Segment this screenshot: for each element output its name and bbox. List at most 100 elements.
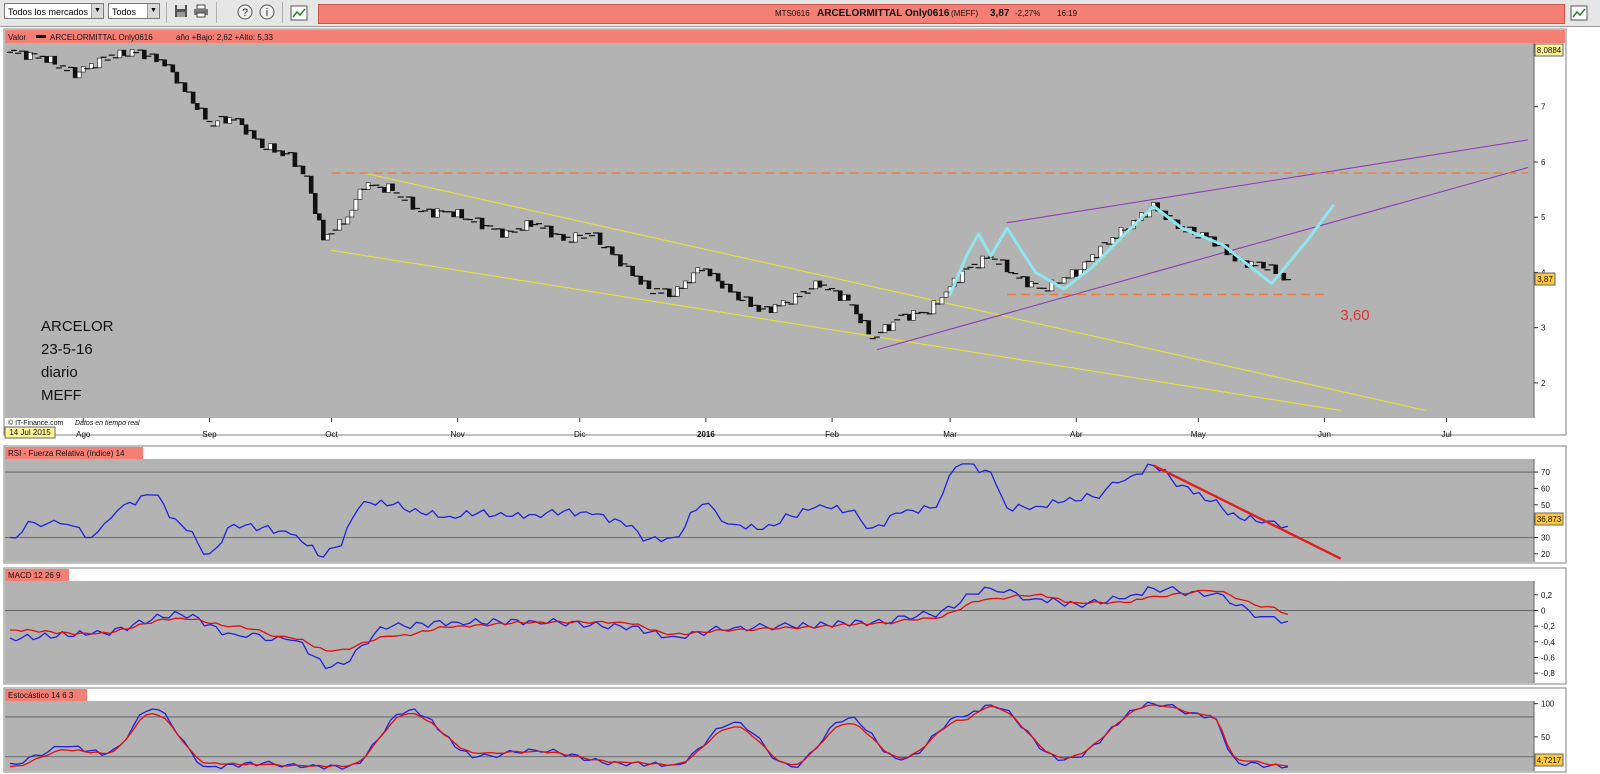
price-candle	[203, 107, 208, 120]
price-candle	[736, 291, 741, 301]
price-y-tick-label: 3	[1541, 324, 1546, 333]
y-tick-label: -0,6	[1541, 653, 1555, 662]
price-candle	[52, 55, 58, 65]
price-candle	[170, 64, 176, 73]
filter-select[interactable]: Todos ▼	[108, 3, 160, 19]
price-candle	[866, 320, 872, 335]
price-candle	[268, 143, 273, 150]
price-candle	[215, 120, 220, 127]
price-candle	[1082, 261, 1087, 270]
price-candle	[683, 280, 688, 289]
stoch-series	[9, 701, 1289, 770]
price-candle	[573, 232, 578, 243]
date-tick-label: Sep	[202, 430, 217, 439]
date-tick-label: Jul	[1441, 430, 1451, 439]
stoch-plot-area	[5, 701, 1534, 771]
toolbar-divider	[166, 2, 167, 23]
ticker-change: -2,27%	[1015, 9, 1041, 18]
price-candle	[325, 234, 330, 241]
y-tick-label: -0,2	[1541, 622, 1555, 631]
price-candle	[748, 296, 753, 307]
chart-window-icon[interactable]	[290, 4, 308, 21]
price-candle	[223, 116, 228, 124]
price-candle	[728, 284, 733, 293]
price-candle	[1073, 269, 1079, 277]
price-candle	[772, 304, 778, 313]
wedge-line	[331, 249, 1341, 412]
date-tick-label: Dic	[574, 430, 586, 439]
chart-window-icon[interactable]	[1570, 4, 1588, 21]
ticker-market: (MEFF)	[951, 9, 979, 18]
date-axis: Ago Sep Oct Nov Dic 2016 Feb Mar Abr May Jun Jul	[76, 418, 1452, 439]
price-candle	[182, 82, 188, 92]
y-tick-label: 0	[1541, 606, 1546, 615]
save-icon[interactable]	[172, 4, 190, 21]
price-candle	[780, 300, 786, 307]
price-header-range: año +Bajo: 2,62 +Alto: 5,33	[176, 33, 274, 42]
price-candle	[345, 216, 351, 225]
price-candle	[1029, 281, 1034, 288]
price-header-prefix: Valor	[8, 33, 26, 42]
price-candle	[524, 220, 530, 231]
price-candle	[638, 275, 644, 285]
wedge-trendlines	[331, 172, 1427, 412]
price-candle	[715, 273, 721, 282]
toolbar-divider	[282, 2, 283, 23]
channel-line	[1006, 139, 1529, 224]
price-candle	[430, 208, 436, 218]
chevron-down-icon[interactable]: ▼	[147, 4, 159, 18]
help-icon[interactable]: ?	[236, 4, 254, 21]
price-candle	[337, 218, 342, 231]
ticker-bar: MTS0616 ARCELORMITTAL Only0616 (MEFF) 3,…	[318, 4, 1565, 24]
price-candle	[97, 57, 102, 69]
macd-plot-area	[5, 581, 1534, 683]
price-candle	[886, 324, 892, 332]
price-y-tick-label: 6	[1541, 158, 1546, 167]
market-select[interactable]: Todos los mercados ▼	[4, 3, 104, 19]
stoch-reference-lines	[5, 716, 1534, 758]
y-tick-label: 50	[1541, 733, 1550, 742]
price-candle	[817, 280, 823, 288]
series-line-0	[9, 463, 1289, 558]
chevron-down-icon[interactable]: ▼	[91, 4, 103, 18]
chart-area: Valor ARCELORMITTAL Only0616 año +Bajo: …	[3, 28, 1567, 773]
price-candle	[597, 232, 603, 245]
price-candle	[854, 304, 859, 315]
macd-title: MACD 12 26 9	[8, 571, 61, 580]
support-resistance-levels	[331, 172, 1528, 296]
y-tick-label: -0,8	[1541, 669, 1555, 678]
price-candle	[410, 196, 416, 210]
price-top-value-box	[1534, 43, 1564, 57]
series-line-1	[9, 704, 1288, 768]
price-candle	[943, 291, 949, 298]
date-tick-label: Feb	[825, 430, 839, 439]
rsi-reference-lines	[5, 471, 1534, 538]
channel-line	[876, 166, 1529, 351]
price-candle	[174, 71, 180, 84]
date-tick-label: 2016	[697, 430, 715, 439]
wedge-line	[363, 172, 1427, 412]
rsi-panel-header	[5, 447, 143, 459]
date-tick-label: Abr	[1070, 430, 1083, 439]
price-candle	[610, 246, 615, 255]
price-candle	[349, 209, 355, 218]
note-line-2: 23-5-16	[41, 341, 93, 358]
ticker-price: 3,87	[990, 8, 1010, 19]
price-candle	[260, 138, 265, 148]
price-candle	[308, 175, 314, 194]
price-candle	[846, 294, 851, 301]
print-icon[interactable]	[192, 4, 210, 21]
start-date-box	[4, 426, 56, 439]
price-candle	[890, 321, 896, 332]
price-candle	[435, 208, 440, 218]
price-candle	[76, 71, 82, 79]
price-candle	[479, 217, 485, 230]
price-candle	[1004, 259, 1010, 273]
price-candle	[357, 188, 363, 200]
toolbar: Todos los mercados ▼ Todos ▼ ? i MTS0616…	[0, 0, 1600, 27]
price-candle	[1061, 277, 1067, 284]
price-plot-area	[5, 43, 1534, 418]
price-candle	[911, 310, 916, 321]
info-icon[interactable]: i	[258, 4, 276, 21]
price-candle	[528, 220, 534, 227]
